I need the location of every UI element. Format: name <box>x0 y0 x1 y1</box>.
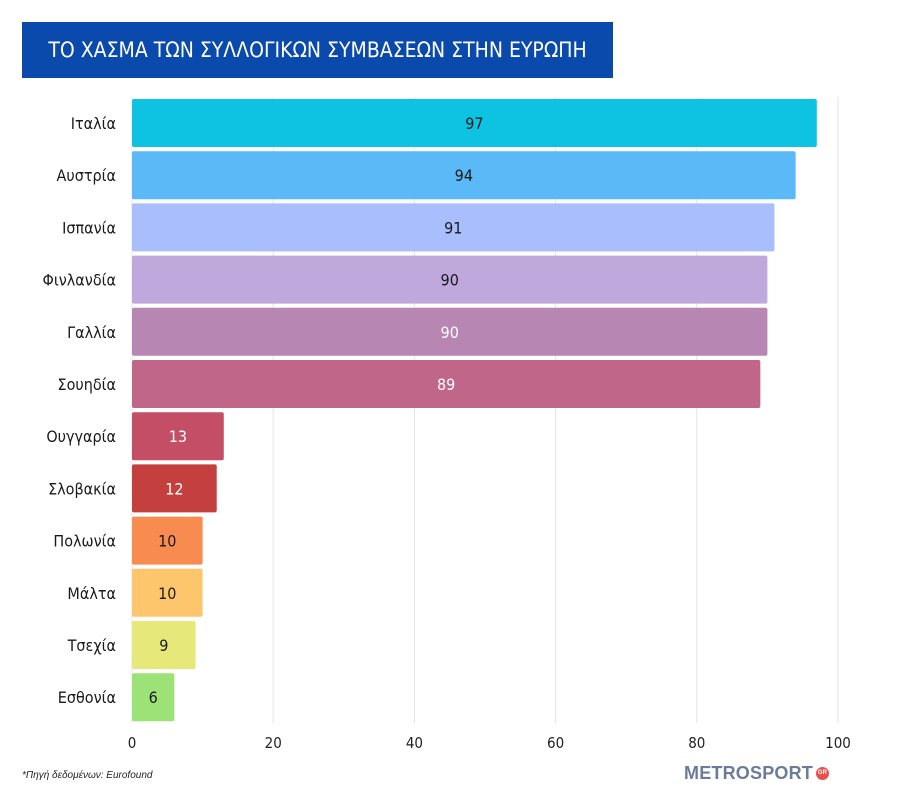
bar-value-label: 13 <box>169 427 187 446</box>
bar-value-label: 6 <box>149 688 158 707</box>
bar-6 <box>132 360 761 408</box>
bar-4 <box>132 255 768 304</box>
bar-10 <box>132 568 203 617</box>
bar-value-label: 12 <box>165 479 183 498</box>
bar-11 <box>132 621 196 669</box>
brand-logo: METROSPORT GR <box>684 762 830 784</box>
brand-badge: GR <box>816 766 830 780</box>
category-label: Τσεχία <box>67 636 116 655</box>
x-tick-label: 20 <box>265 734 282 752</box>
bar-value-label: 90 <box>441 323 459 342</box>
category-label: Ιταλία <box>71 114 116 133</box>
bar-2 <box>132 151 796 200</box>
bar-1 <box>132 99 817 147</box>
x-tick-label: 60 <box>547 734 564 752</box>
category-label: Γαλλία <box>67 323 116 342</box>
category-label: Ισπανία <box>62 218 116 237</box>
bar-value-label: 10 <box>158 584 176 603</box>
bar-8 <box>132 464 217 513</box>
bar-7 <box>132 412 224 461</box>
category-label: Σουηδία <box>57 375 116 394</box>
source-note: *Πηγή δεδομένων: Eurofound <box>22 770 153 781</box>
bar-value-label: 90 <box>441 271 459 290</box>
grid-lines <box>131 97 839 723</box>
x-tick-labels: 0 20 40 60 80 100 <box>128 734 851 752</box>
category-label: Πολωνία <box>53 532 116 551</box>
category-label: Αυστρία <box>57 166 116 185</box>
bar-value-label: 9 <box>159 636 168 655</box>
x-tick-label: 40 <box>406 734 423 752</box>
bar-9 <box>132 516 203 565</box>
bar-3 <box>132 203 775 252</box>
x-tick-label: 80 <box>688 734 705 752</box>
category-label: Μάλτα <box>67 584 116 603</box>
bars: 97 94 91 90 90 89 13 12 10 10 9 6 <box>132 99 817 722</box>
x-tick-label: 0 <box>128 734 137 752</box>
bar-value-label: 91 <box>444 218 462 237</box>
chart-title: ΤΟ ΧΑΣΜΑ ΤΩΝ ΣΥΛΛΟΓΙΚΩΝ ΣΥΜΒΑΣΕΩΝ ΣΤΗΝ Ε… <box>22 22 613 78</box>
bar-value-label: 94 <box>455 166 473 185</box>
category-labels: Ιταλία Αυστρία Ισπανία Φινλανδία Γαλλία Σουηδ… <box>43 114 116 707</box>
bar-5 <box>132 307 768 356</box>
category-label: Φινλανδία <box>43 271 116 290</box>
x-tick-label: 100 <box>825 734 851 752</box>
brand-name: METROSPORT <box>684 762 814 783</box>
bar-12 <box>132 673 175 722</box>
bar-value-label: 10 <box>158 532 176 551</box>
bar-value-label: 97 <box>465 114 483 133</box>
bar-value-label: 89 <box>437 375 455 394</box>
category-label: Εσθονία <box>58 688 116 707</box>
category-label: Σλοβακία <box>48 479 116 498</box>
category-label: Ουγγαρία <box>46 427 116 446</box>
